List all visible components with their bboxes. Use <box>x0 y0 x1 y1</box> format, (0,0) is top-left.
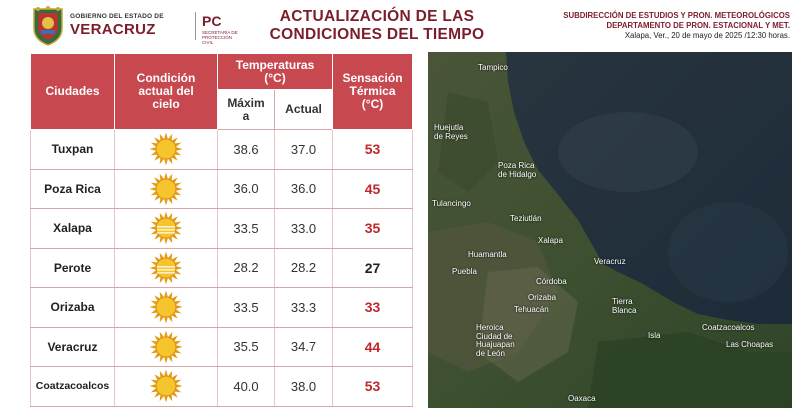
city-name: Coatzacoalcos <box>30 366 115 407</box>
header-cities: Ciudades <box>30 53 115 130</box>
thermal-sensation: 44 <box>332 327 414 367</box>
map-label-cordoba: Córdoba <box>536 277 567 286</box>
sky-condition-cell <box>114 327 218 367</box>
thermal-sensation: 27 <box>332 248 414 288</box>
actual-temperature: 37.0 <box>273 129 334 170</box>
map-label-huajuapan: Heroica Ciudad de Huajuapan de León <box>476 323 515 358</box>
government-label: GOBIERNO DEL ESTADO DE <box>70 13 164 20</box>
sky-condition-cell <box>114 287 218 328</box>
max-temperature: 40.0 <box>217 366 275 407</box>
thermal-sensation: 45 <box>332 169 414 209</box>
sky-condition-cell <box>114 129 218 170</box>
city-name: Orizaba <box>30 287 115 328</box>
map-label-isla: Isla <box>648 331 661 340</box>
max-temperature: 38.6 <box>217 129 275 170</box>
map-label-puebla: Puebla <box>452 267 477 276</box>
report-date: Xalapa, Ver., 20 de mayo de 2025 /12:30 … <box>624 31 790 40</box>
map-label-teziutlan: Teziutlán <box>510 214 542 223</box>
map-label-huamantla: Huamantla <box>468 250 507 259</box>
map-label-pozarica: Poza Rica de Hidalgo <box>498 161 537 179</box>
map-label-huejutla: Huejutla de Reyes <box>434 123 468 141</box>
table-row: Poza Rica 36.0 36.0 45 <box>30 169 414 209</box>
actual-temperature: 33.0 <box>273 208 334 249</box>
actual-temperature: 38.0 <box>273 366 334 407</box>
table-row: Coatzacoalcos 40.0 38.0 53 <box>30 366 414 407</box>
sun-icon <box>149 369 183 403</box>
thermal-sensation: 53 <box>332 366 414 407</box>
sky-condition-cell <box>114 248 218 288</box>
proteccion-civil-logo: PC <box>202 13 222 29</box>
map-label-tulancingo: Tulancingo <box>432 199 471 208</box>
header-thermal-sensation: Sensación Térmica (°C) <box>332 53 414 130</box>
logo-divider <box>195 12 196 40</box>
sky-condition-cell <box>114 366 218 407</box>
table-row: Veracruz 35.5 34.7 44 <box>30 327 414 367</box>
table-row: Perote 28.2 28.2 27 <box>30 248 414 288</box>
department-info: SUBDIRECCIÓN DE ESTUDIOS Y PRON. METEORO… <box>490 11 790 41</box>
map-label-veracruz: Veracruz <box>594 257 626 266</box>
city-name: Tuxpan <box>30 129 115 170</box>
satellite-map-image <box>428 52 792 408</box>
page-title-line1: ACTUALIZACIÓN DE LAS <box>279 8 475 25</box>
page-title-line2: CONDICIONES DEL TIEMPO <box>269 26 485 43</box>
department-line2: DEPARTAMENTO DE PRON. ESTACIONAL Y MET. <box>606 21 790 30</box>
weather-table: Ciudades Condición actual del cielo Temp… <box>30 53 414 407</box>
max-temperature: 35.5 <box>217 327 275 367</box>
proteccion-civil-subtitle: SECRETARÍA DE PROTECCIÓN CIVIL <box>202 30 238 45</box>
actual-temperature: 36.0 <box>273 169 334 209</box>
max-temperature: 33.5 <box>217 208 275 249</box>
map-label-coatzacoalcos: Coatzacoalcos <box>702 323 755 332</box>
actual-temperature: 34.7 <box>273 327 334 367</box>
sun-icon <box>149 132 183 166</box>
hazy-sun-icon <box>149 251 183 285</box>
map-label-tierrablanca: Tierra Blanca <box>612 297 637 315</box>
hazy-sun-icon <box>149 211 183 245</box>
sky-condition-cell <box>114 208 218 249</box>
header: GOBIERNO DEL ESTADO DE VERACRUZ PC SECRE… <box>0 0 800 50</box>
city-name: Veracruz <box>30 327 115 367</box>
map-label-laschoapas: Las Choapas <box>726 340 774 349</box>
state-name: VERACRUZ <box>70 21 156 38</box>
map-label-xalapa: Xalapa <box>538 236 563 245</box>
actual-temperature: 28.2 <box>273 248 334 288</box>
map-label-tampico: Tampico <box>478 63 508 72</box>
department-line1: SUBDIRECCIÓN DE ESTUDIOS Y PRON. METEORO… <box>563 11 790 20</box>
table-row: Xalapa 33.5 33.0 35 <box>30 208 414 249</box>
map-label-oaxaca: Oaxaca <box>568 394 596 403</box>
veracruz-logo: GOBIERNO DEL ESTADO DE VERACRUZ PC SECRE… <box>30 6 238 46</box>
map-label-tehuacan: Tehuacán <box>514 305 549 314</box>
table-row: Tuxpan 38.6 37.0 53 <box>30 129 414 170</box>
max-temperature: 36.0 <box>217 169 275 209</box>
satellite-map: Tampico Huejutla de Reyes Poza Rica de H… <box>428 52 792 408</box>
max-temperature: 28.2 <box>217 248 275 288</box>
city-name: Perote <box>30 248 115 288</box>
map-label-orizaba: Orizaba <box>528 293 557 302</box>
actual-temperature: 33.3 <box>273 287 334 328</box>
veracruz-shield-icon <box>33 6 63 46</box>
header-temperatures: Temperaturas (°C) <box>216 53 334 90</box>
table-row: Orizaba 33.5 33.3 33 <box>30 287 414 328</box>
city-name: Xalapa <box>30 208 115 249</box>
thermal-sensation: 33 <box>332 287 414 328</box>
header-actual: Actual <box>273 89 334 130</box>
header-sky-condition: Condición actual del cielo <box>114 53 218 130</box>
city-name: Poza Rica <box>30 169 115 209</box>
page-title: ACTUALIZACIÓN DE LAS CONDICIONES DEL TIE… <box>262 8 492 44</box>
max-temperature: 33.5 <box>217 287 275 328</box>
sun-icon <box>149 330 183 364</box>
sun-icon <box>149 172 183 206</box>
thermal-sensation: 53 <box>332 129 414 170</box>
sun-icon <box>149 290 183 324</box>
header-max: Máxim a <box>217 89 275 130</box>
sky-condition-cell <box>114 169 218 209</box>
thermal-sensation: 35 <box>332 208 414 249</box>
